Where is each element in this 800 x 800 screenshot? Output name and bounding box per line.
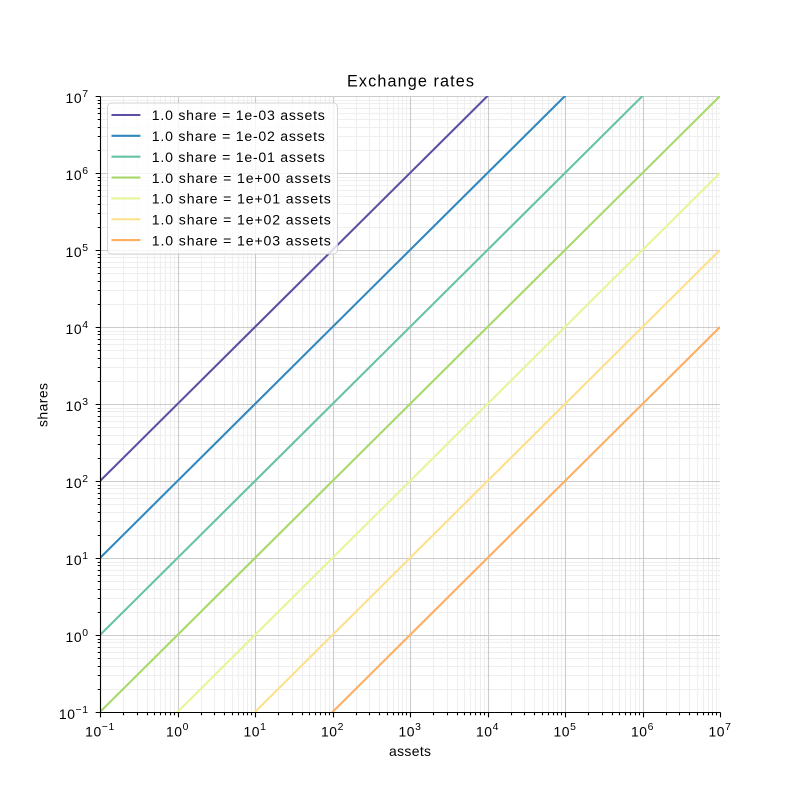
svg-text:10−1: 10−1 [59, 705, 89, 722]
svg-text:105: 105 [66, 243, 89, 260]
svg-text:1.0 share = 1e-03 assets: 1.0 share = 1e-03 assets [152, 107, 325, 123]
svg-text:1.0 share = 1e-01 assets: 1.0 share = 1e-01 assets [152, 149, 325, 165]
svg-text:107: 107 [66, 89, 89, 106]
svg-text:102: 102 [321, 722, 344, 739]
svg-text:shares: shares [35, 383, 51, 427]
svg-text:10−1: 10−1 [85, 722, 115, 739]
svg-text:103: 103 [398, 722, 421, 739]
svg-text:100: 100 [166, 722, 189, 739]
svg-text:100: 100 [66, 628, 89, 645]
svg-text:104: 104 [66, 320, 89, 337]
svg-text:assets: assets [389, 743, 431, 759]
svg-text:103: 103 [66, 397, 89, 414]
svg-text:1.0 share = 1e-02 assets: 1.0 share = 1e-02 assets [152, 128, 325, 144]
svg-text:1.0 share = 1e+02 assets: 1.0 share = 1e+02 assets [152, 211, 331, 227]
svg-text:106: 106 [66, 166, 89, 183]
svg-text:101: 101 [243, 722, 266, 739]
svg-text:105: 105 [553, 722, 576, 739]
svg-text:1.0 share = 1e+00 assets: 1.0 share = 1e+00 assets [152, 170, 331, 186]
svg-text:1.0 share = 1e+01 assets: 1.0 share = 1e+01 assets [152, 191, 331, 207]
svg-text:1.0 share = 1e+03 assets: 1.0 share = 1e+03 assets [152, 232, 331, 248]
svg-text:104: 104 [476, 722, 499, 739]
svg-text:101: 101 [66, 551, 89, 568]
svg-text:107: 107 [708, 722, 731, 739]
svg-text:Exchange rates: Exchange rates [347, 72, 474, 90]
svg-text:102: 102 [66, 474, 89, 491]
svg-text:106: 106 [631, 722, 654, 739]
